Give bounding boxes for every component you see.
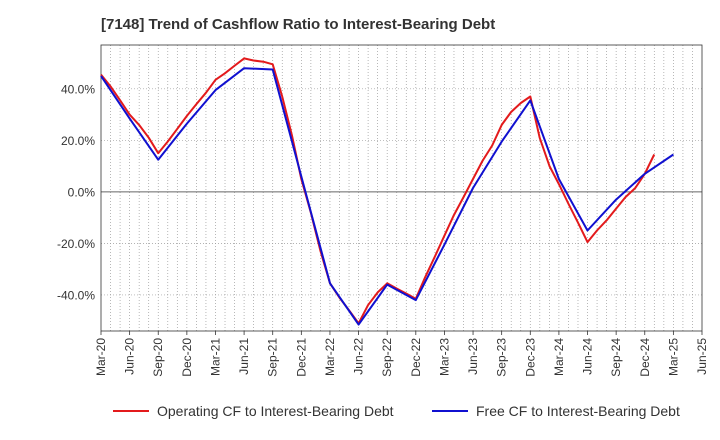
legend-label-operating-cf: Operating CF to Interest-Bearing Debt (157, 403, 394, 419)
legend-item-free-cf[interactable]: Free CF to Interest-Bearing Debt (432, 403, 680, 419)
y-tick-label: -40.0% (57, 288, 95, 302)
x-tick-label: Sep-24 (609, 338, 623, 377)
x-tick-label: Mar-25 (666, 338, 680, 376)
chart-title: [7148] Trend of Cashflow Ratio to Intere… (101, 16, 496, 33)
x-tick-label: Jun-21 (237, 338, 251, 375)
y-tick-label: -20.0% (57, 237, 95, 251)
series-layer (100, 57, 674, 326)
y-tick-label: 40.0% (61, 82, 95, 96)
x-tick-label: Jun-20 (123, 338, 137, 375)
x-tick-label: Mar-21 (208, 338, 222, 376)
plot-area-frame (100, 44, 703, 332)
x-tick-label: Dec-23 (523, 338, 537, 377)
x-tick-label: Sep-22 (380, 338, 394, 377)
legend-swatch-free-cf (432, 410, 468, 412)
x-tick-label: Jun-25 (695, 338, 709, 375)
legend-swatch-operating-cf (113, 410, 149, 412)
x-tick-label: Dec-20 (180, 338, 194, 377)
x-tick-label: Dec-21 (294, 338, 308, 377)
y-tick-labels: -40.0% -20.0% 0.0% 20.0% 40.0% (57, 82, 95, 302)
x-tick-label: Mar-24 (552, 338, 566, 376)
x-tick-label: Mar-23 (437, 338, 451, 376)
x-tick-label: Dec-24 (638, 338, 652, 377)
series-line-free-cf (100, 67, 674, 326)
legend: Operating CF to Interest-Bearing Debt Fr… (0, 403, 720, 427)
x-tick-label: Dec-22 (409, 338, 423, 377)
x-tick-label: Sep-20 (151, 338, 165, 377)
y-tick-label: 20.0% (61, 134, 95, 148)
x-tick-label: Sep-23 (495, 338, 509, 377)
x-tick-label: Sep-21 (266, 338, 280, 377)
series-line-operating-cf (100, 57, 656, 325)
legend-item-operating-cf[interactable]: Operating CF to Interest-Bearing Debt (113, 403, 394, 419)
legend-label-free-cf: Free CF to Interest-Bearing Debt (476, 403, 680, 419)
x-tick-labels: Mar-20 Jun-20 Sep-20 Dec-20 Mar-21 Jun-21 Sep-… (94, 338, 709, 377)
x-tick-label: Mar-20 (94, 338, 108, 376)
x-tick-label: Jun-24 (581, 338, 595, 375)
grid-layer (101, 45, 702, 331)
x-tick-label: Jun-23 (466, 338, 480, 375)
x-tick-label: Jun-22 (352, 338, 366, 375)
x-tick-label: Mar-22 (323, 338, 337, 376)
axis-layer (100, 44, 703, 335)
y-tick-label: 0.0% (68, 185, 96, 199)
